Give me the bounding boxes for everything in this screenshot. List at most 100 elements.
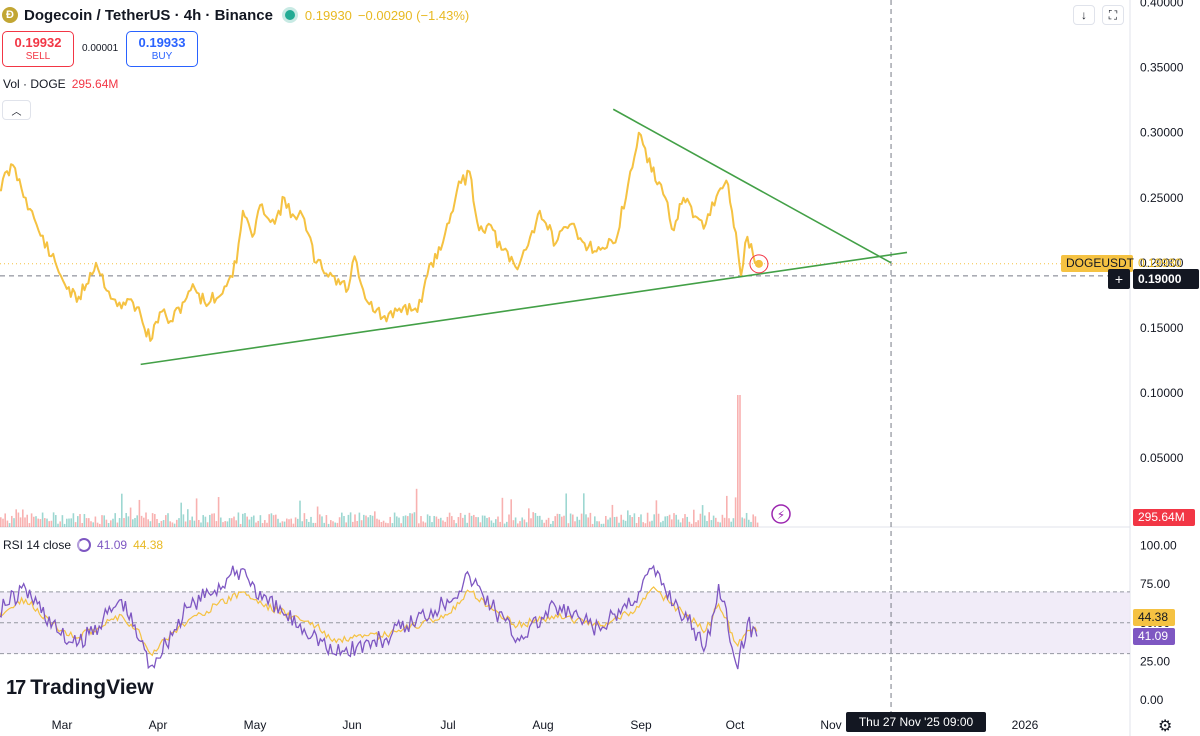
volume-bar [257, 520, 259, 527]
volume-bar [11, 515, 13, 527]
volume-bar [88, 518, 90, 527]
price-axis-tick: 0.05000 [1140, 451, 1184, 465]
volume-bar [655, 500, 658, 527]
volume-bar [541, 519, 543, 527]
time-axis-label: Sep [630, 718, 652, 732]
tradingview-logo[interactable]: 17 TradingView [6, 676, 154, 700]
volume-bar [167, 513, 169, 527]
volume-bar [387, 523, 389, 527]
volume-bar [671, 519, 673, 527]
volume-bar [737, 395, 739, 527]
rsi-axis-tick: 0.00 [1140, 693, 1164, 707]
volume-bar [270, 513, 273, 527]
volume-bar [259, 515, 262, 527]
volume-bar [660, 522, 662, 527]
volume-bar [369, 514, 372, 527]
volume-bar [706, 521, 708, 527]
volume-bar [347, 514, 350, 527]
volume-bar [79, 514, 81, 527]
volume-bar [0, 517, 2, 527]
volume-bar [327, 523, 330, 527]
volume-bar [193, 520, 196, 527]
volume-bar [107, 523, 110, 527]
volume-bar [525, 522, 528, 527]
volume-bar [444, 521, 446, 527]
volume-bar [684, 514, 686, 527]
volume-bar [211, 513, 213, 527]
volume-bar [398, 517, 400, 527]
volume-bar [182, 514, 185, 527]
price-axis-tick: 0.40000 [1140, 0, 1184, 10]
volume-legend[interactable]: Vol · DOGE 295.64M [3, 77, 118, 91]
fullscreen-icon: ⛶ [1108, 7, 1118, 22]
volume-bar [255, 522, 257, 527]
download-button[interactable]: ↓ [1073, 5, 1095, 25]
volume-bar [279, 522, 281, 527]
volume-bar [466, 522, 468, 527]
volume-bar [325, 515, 328, 527]
symbol-title[interactable]: Dogecoin / TetherUS · 4h · Binance [24, 6, 273, 24]
volume-bar [523, 519, 526, 527]
volume-bar [165, 515, 167, 527]
volume-bar [613, 517, 616, 527]
rsi-legend[interactable]: RSI 14 close 41.09 44.38 [3, 538, 163, 552]
volume-bar [242, 513, 244, 527]
volume-bar [173, 523, 176, 527]
ticker-tag: DOGEUSDT [1061, 255, 1134, 272]
volume-bar [50, 520, 53, 527]
volume-bar [704, 515, 706, 527]
volume-bar [22, 509, 24, 527]
settings-icon[interactable]: ⚙ [1158, 718, 1173, 735]
volume-bar [118, 518, 121, 527]
collapse-legend-button[interactable]: ︿ [2, 100, 31, 120]
volume-bar [90, 521, 92, 527]
fullscreen-button[interactable]: ⛶ [1102, 5, 1124, 25]
volume-bar [189, 520, 191, 527]
volume-bar [114, 513, 116, 527]
volume-bar [536, 515, 539, 527]
volume-bar [473, 514, 475, 527]
volume-bar [580, 513, 583, 527]
volume-bar [435, 516, 438, 527]
volume-bar [534, 513, 537, 527]
volume-bar [717, 521, 719, 527]
volume-bar [316, 506, 319, 527]
volume-bar [567, 523, 570, 527]
volume-bar [235, 520, 237, 527]
buy-button[interactable]: 0.19933 BUY [126, 31, 198, 67]
volume-bar [554, 516, 556, 527]
volume-bar [528, 508, 530, 527]
volume-bar [664, 516, 666, 527]
volume-bar [710, 520, 713, 527]
price-change: −0.00290 (−1.43%) [357, 7, 470, 23]
volume-bar [556, 513, 559, 527]
add-alert-button[interactable]: + [1108, 269, 1130, 289]
volume-bar [572, 514, 574, 527]
last-price: 0.19930 [304, 7, 352, 23]
volume-bar [44, 518, 46, 527]
volume-bar [644, 523, 647, 527]
volume-bar [609, 517, 611, 527]
volume-bar [446, 516, 449, 527]
volume-bar [732, 518, 735, 527]
volume-bar [349, 512, 352, 527]
volume-bar [607, 519, 609, 527]
volume-bar [715, 517, 717, 527]
time-axis-label: Aug [532, 718, 553, 732]
volume-bar [55, 515, 57, 527]
volume-bar [393, 512, 396, 527]
volume-bar [411, 513, 413, 527]
loading-icon [77, 538, 92, 552]
price-axis-tick: 0.30000 [1140, 126, 1184, 140]
volume-bar [99, 523, 101, 527]
volume-bar [752, 514, 754, 527]
sell-button[interactable]: 0.19932 SELL [2, 31, 74, 67]
volume-bar [521, 517, 523, 527]
volume-bar [622, 519, 625, 527]
volume-bar [402, 516, 405, 527]
volume-bar [455, 523, 457, 527]
volume-bar [640, 514, 642, 527]
tradingview-mark-icon: 17 [6, 676, 26, 699]
volume-bar [415, 488, 418, 527]
